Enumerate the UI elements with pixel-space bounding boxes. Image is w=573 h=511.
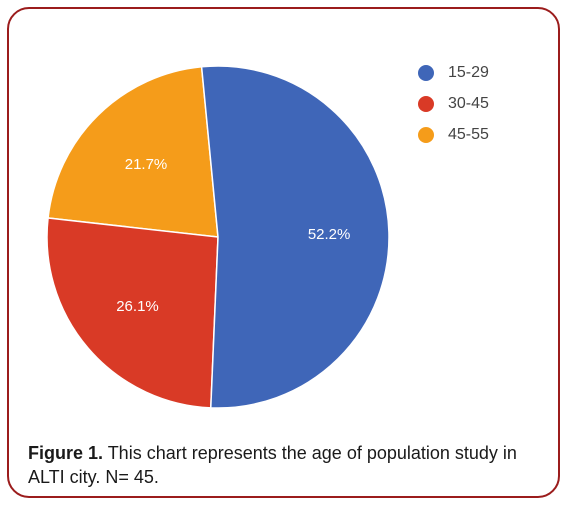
- figure-caption: Figure 1. This chart represents the age …: [28, 441, 548, 489]
- pie-chart: 21.7% 26.1% 52.2%: [46, 65, 390, 409]
- slice-label-45-55: 21.7%: [125, 156, 168, 173]
- legend-item-15-29: 15-29: [418, 63, 489, 83]
- legend-label-15-29: 15-29: [448, 64, 489, 81]
- pie-slices: [46, 65, 390, 409]
- pie-slice-45-55: [47, 65, 219, 238]
- slice-label-15-29: 52.2%: [308, 226, 351, 243]
- legend-label-30-45: 30-45: [448, 95, 489, 112]
- legend-label-45-55: 45-55: [448, 126, 489, 143]
- slice-label-30-45: 26.1%: [116, 298, 159, 315]
- legend-swatch-45-55: [418, 127, 434, 143]
- pie-slice-15-29: [200, 65, 390, 409]
- pie-slice-30-45: [46, 217, 219, 409]
- pie-slice-labels: 21.7% 26.1% 52.2%: [116, 156, 350, 315]
- caption-text: This chart represents the age of populat…: [28, 443, 517, 487]
- legend-swatch-15-29: [418, 65, 434, 81]
- legend-swatch-30-45: [418, 96, 434, 112]
- legend-item-45-55: 45-55: [418, 125, 489, 145]
- caption-label: Figure 1.: [28, 443, 104, 463]
- legend-item-30-45: 30-45: [418, 94, 489, 114]
